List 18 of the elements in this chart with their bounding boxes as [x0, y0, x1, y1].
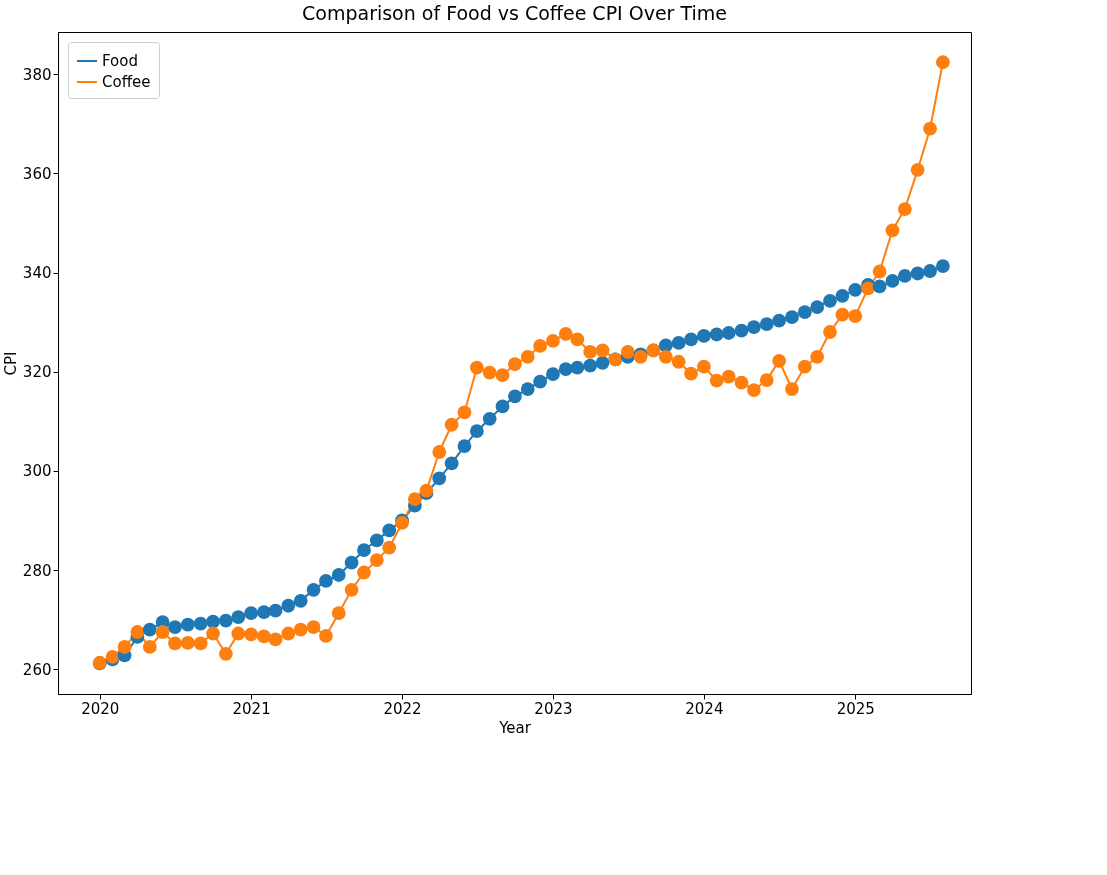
y-axis-title: CPI: [1, 351, 20, 376]
x-tick-label: 2023: [534, 699, 573, 718]
legend-label: Coffee: [102, 73, 151, 91]
chart-title: Comparison of Food vs Coffee CPI Over Time: [302, 2, 727, 24]
y-tick-label: 340: [22, 264, 52, 282]
x-tick-label: 2025: [836, 699, 875, 718]
y-tick-label: 320: [22, 363, 52, 382]
y-tick-label: 360: [22, 164, 52, 183]
y-tick-label: 280: [22, 561, 52, 580]
legend-label: Food: [102, 52, 138, 70]
y-tick-label: 300: [22, 462, 52, 481]
x-axis-title: Year: [498, 718, 532, 737]
y-tick-label: 380: [22, 65, 52, 84]
x-tick-label: 2020: [81, 699, 120, 718]
y-tick-label: 260: [22, 660, 52, 679]
x-tick-label: 2024: [685, 699, 724, 718]
x-tick-label: 2022: [383, 699, 422, 718]
x-tick-label: 2021: [232, 699, 271, 718]
